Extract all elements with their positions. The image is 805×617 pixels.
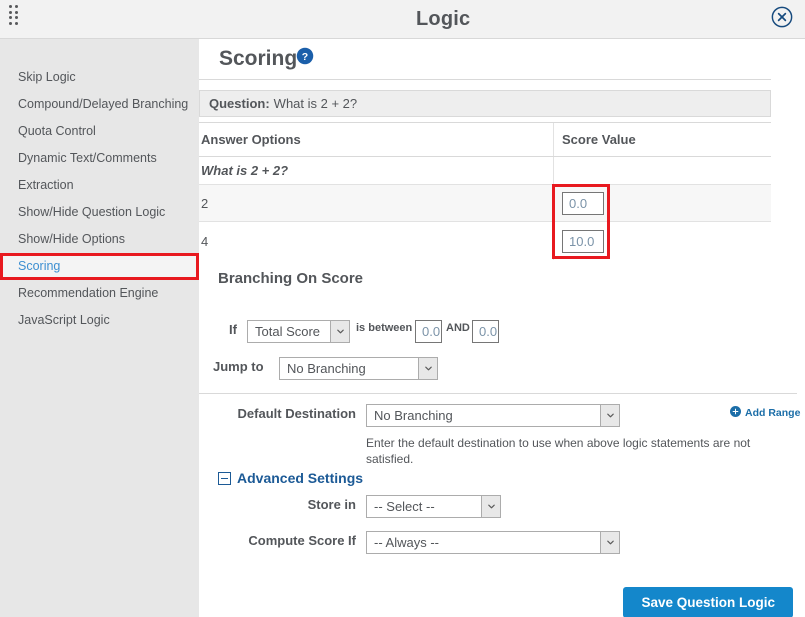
svg-text:?: ? (302, 51, 308, 63)
